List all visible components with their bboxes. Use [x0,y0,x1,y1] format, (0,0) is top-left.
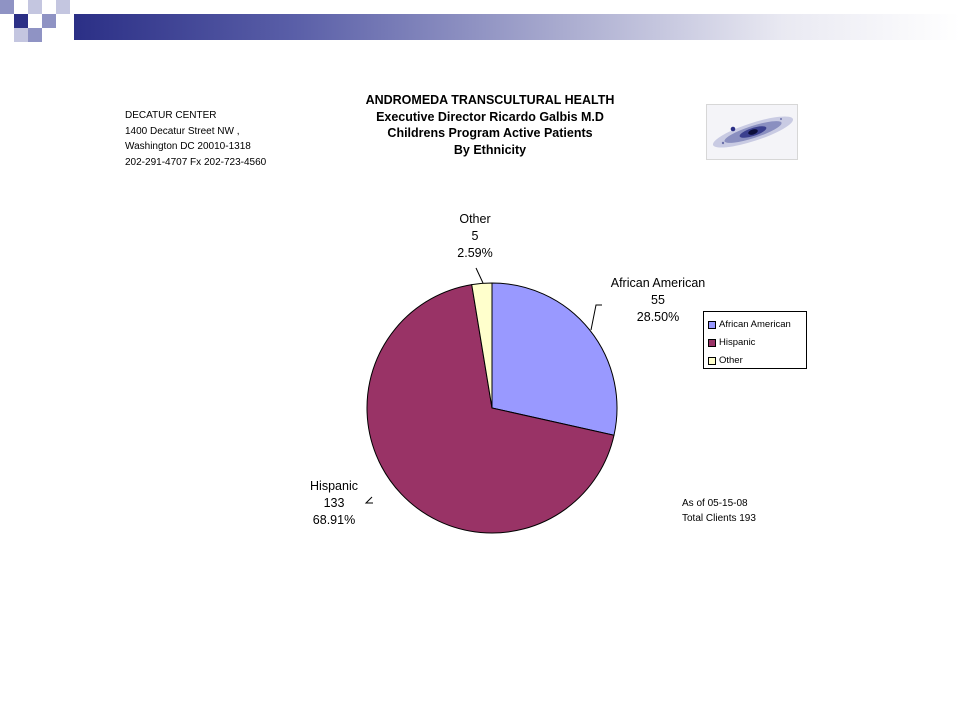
data-label-value: 133 [324,496,345,510]
chart-title: ANDROMEDA TRANSCULTURAL HEALTH Executive… [330,92,650,158]
data-label-value: 5 [472,229,479,243]
decor-square [0,0,14,14]
address-line: 1400 Decatur Street NW , [125,125,240,137]
leader-line [590,304,602,331]
address-block: DECATUR CENTER 1400 Decatur Street NW , … [125,108,266,170]
chart-legend: African American Hispanic Other [703,311,807,369]
title-line: By Ethnicity [453,142,527,157]
leader-line [475,267,484,284]
pie-slice-african-american [491,282,618,436]
address-line: Washington DC 20010-1318 [125,141,251,152]
title-line: Childrens Program Active Patients [387,126,593,140]
data-label-percent: 2.59% [457,246,492,260]
legend-label: Hispanic [719,337,756,348]
legend-item: Hispanic [708,337,755,348]
galaxy-icon [712,116,794,148]
data-label-percent: 28.50% [637,310,679,324]
chart-note: As of 05-15-08 Total Clients 193 [682,496,756,526]
legend-swatch [708,320,716,329]
leader-line [364,496,373,504]
legend-label: African American [719,319,791,330]
decor-square [42,14,56,28]
decor-square [14,14,28,28]
data-label-category: Other [459,212,490,226]
legend-label: Other [719,355,743,366]
title-line: Executive Director Ricardo Galbis M.D [376,109,604,124]
pie-slice-hispanic [366,284,615,534]
legend-item: African American [708,319,791,330]
data-label-percent: 68.91% [313,513,355,527]
address-line: 202-291-4707 Fx 202-723-4560 [125,156,267,168]
title-line: ANDROMEDA TRANSCULTURAL HEALTH [365,93,615,107]
data-label-category: African American [611,276,706,290]
title-bar-decoration [74,14,960,40]
decor-square [56,0,70,14]
note-line: As of 05-15-08 [682,498,748,509]
legend-swatch [708,338,716,347]
legend-item: Other [708,355,743,366]
decor-square [28,28,42,42]
note-line: Total Clients 193 [682,513,756,524]
data-label-category: Hispanic [310,479,358,493]
legend-swatch [708,356,716,365]
decor-square [28,0,42,14]
galaxy-image [706,104,798,160]
data-label-value: 55 [651,293,665,307]
pie-slice-other [471,282,493,409]
decor-square [14,28,28,42]
address-line: DECATUR CENTER [125,110,217,121]
